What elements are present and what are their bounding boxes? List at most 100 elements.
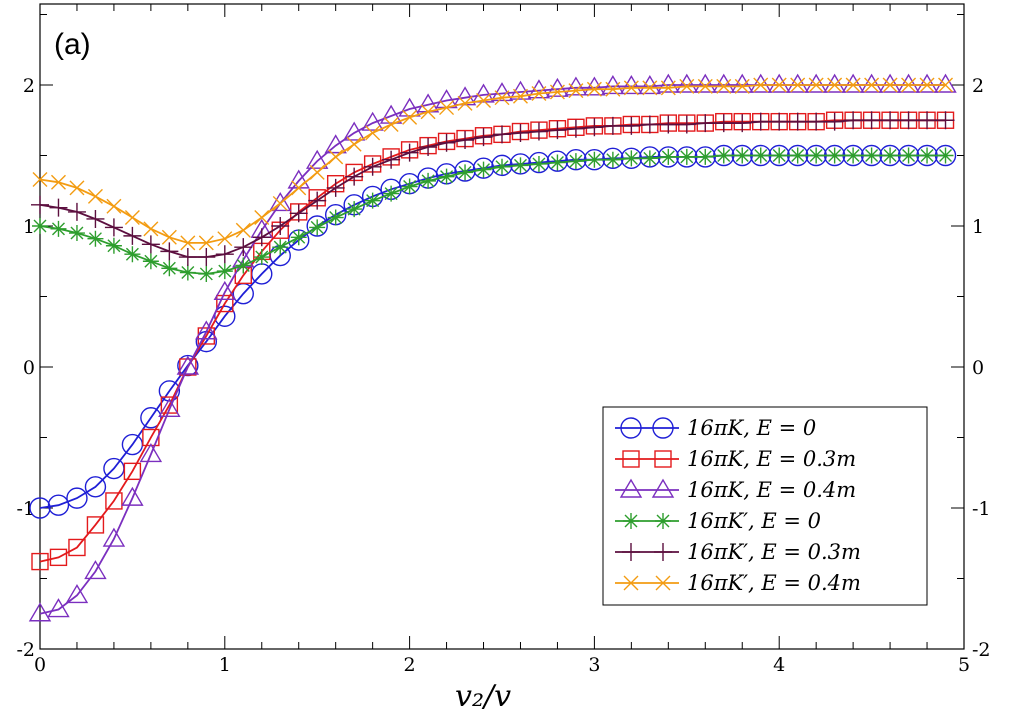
data-point — [678, 148, 695, 165]
data-point — [919, 77, 935, 93]
data-point — [50, 174, 66, 190]
data-point — [87, 230, 104, 247]
data-point — [712, 73, 735, 93]
series-4 — [32, 147, 954, 282]
legend-label: 16πK, E = 0.4m — [687, 478, 856, 502]
data-point — [878, 73, 902, 93]
data-point — [68, 225, 85, 242]
data-point — [217, 231, 233, 247]
x-tick-label: 1 — [219, 654, 231, 676]
data-point — [438, 168, 455, 185]
y-tick-label-right: 2 — [972, 75, 984, 97]
data-point — [47, 598, 70, 618]
data-point — [494, 90, 510, 106]
data-point — [324, 134, 347, 154]
legend-label: 16πK′, E = 0.3m — [687, 540, 861, 564]
panel-label: (a) — [54, 28, 91, 61]
data-point — [383, 185, 400, 202]
legend: 16πK, E = 0 16πK, E = 0.3m 16πK, E = 0.4m 1… — [602, 406, 928, 606]
data-point — [65, 584, 89, 604]
y-tick-label-right: 1 — [972, 216, 984, 238]
data-point — [936, 111, 955, 130]
data-point — [215, 245, 234, 264]
data-point — [568, 83, 584, 99]
data-point — [291, 180, 307, 196]
data-point — [654, 543, 672, 561]
series-6 — [32, 77, 954, 251]
data-point — [141, 235, 160, 254]
data-point — [124, 210, 140, 226]
x-tick-label: 0 — [34, 654, 46, 676]
data-point — [749, 73, 772, 93]
data-point — [771, 77, 787, 93]
data-point — [32, 218, 48, 234]
data-point — [327, 209, 344, 226]
data-point — [123, 226, 142, 245]
series-5 — [31, 111, 955, 267]
data-point — [346, 201, 363, 218]
data-point — [567, 153, 584, 170]
data-point — [900, 147, 917, 164]
data-point — [640, 115, 659, 134]
data-point — [271, 217, 290, 235]
x-tick-label: 2 — [404, 654, 416, 676]
data-point — [604, 151, 621, 168]
data-point — [934, 73, 957, 93]
data-point — [660, 80, 676, 96]
data-point — [86, 516, 105, 534]
data-point — [622, 543, 640, 561]
data-point — [476, 93, 492, 109]
data-point — [605, 81, 621, 97]
data-point — [86, 209, 105, 228]
data-point — [679, 78, 695, 94]
data-point — [234, 238, 253, 257]
legend-label: 16πK, E = 0 — [687, 416, 816, 440]
data-point — [272, 239, 289, 256]
data-point — [655, 513, 671, 529]
data-point — [937, 147, 954, 164]
data-point — [142, 253, 159, 270]
data-point — [864, 77, 880, 93]
data-point — [827, 77, 843, 93]
data-point — [254, 210, 270, 226]
data-point — [583, 76, 606, 96]
data-point — [198, 265, 215, 282]
data-point — [531, 85, 547, 101]
data-point — [767, 73, 791, 93]
data-point — [472, 83, 495, 103]
x-tick-label: 3 — [588, 654, 600, 676]
data-point — [180, 235, 196, 251]
data-point — [660, 148, 677, 165]
legend-label: 16πK′, E = 0.4m — [687, 571, 861, 595]
x-tick-label: 4 — [773, 654, 785, 676]
y-tick-label-right: -2 — [972, 639, 991, 661]
data-point — [603, 116, 622, 135]
data-point — [102, 527, 126, 547]
data-point — [106, 198, 122, 214]
data-point — [420, 172, 437, 189]
data-point — [105, 237, 122, 254]
data-point — [161, 229, 177, 245]
data-point — [808, 147, 825, 164]
data-point — [642, 80, 658, 96]
data-point — [622, 450, 640, 468]
data-point — [862, 111, 881, 130]
data-point — [881, 111, 900, 130]
data-point — [32, 171, 48, 187]
data-point — [308, 191, 327, 210]
data-point — [326, 178, 345, 197]
data-point — [309, 219, 326, 236]
data-point — [622, 116, 641, 135]
data-point — [289, 204, 308, 223]
legend-item: 16πK, E = 0.3m — [615, 447, 856, 471]
data-point — [176, 355, 200, 375]
data-point — [382, 150, 401, 169]
data-point — [804, 73, 828, 93]
data-point — [67, 202, 86, 221]
data-point — [860, 73, 883, 93]
data-point — [31, 552, 49, 571]
data-point — [252, 228, 271, 247]
data-series — [28, 73, 957, 622]
data-point — [379, 104, 403, 124]
data-point — [863, 147, 880, 164]
